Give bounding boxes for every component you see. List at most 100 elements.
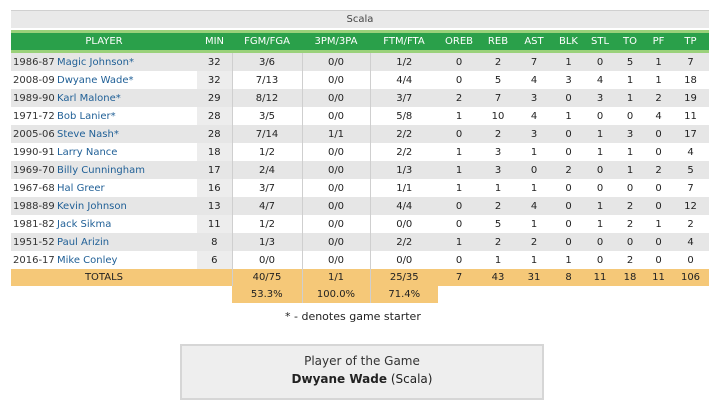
col-header-reb[interactable]: REB bbox=[480, 30, 516, 53]
col-header-min[interactable]: MIN bbox=[197, 30, 232, 53]
box-score-table: PLAYER MIN FGM/FGA 3PM/3PA FTM/FTA OREB … bbox=[11, 30, 709, 303]
player-ft: 1/3 bbox=[369, 161, 438, 179]
player-oreb: 0 bbox=[438, 71, 480, 89]
player-name[interactable]: Mike Conley bbox=[55, 251, 197, 269]
player-fg: 4/7 bbox=[231, 197, 302, 215]
col-header-ast[interactable]: AST bbox=[516, 30, 552, 53]
player-fg: 1/2 bbox=[231, 215, 302, 233]
totals-reb: 43 bbox=[480, 269, 516, 286]
totals-ast: 31 bbox=[516, 269, 552, 286]
player-tp: 4 bbox=[672, 233, 709, 251]
player-3p: 0/0 bbox=[301, 71, 370, 89]
player-min: 32 bbox=[197, 71, 232, 89]
player-ast: 7 bbox=[516, 51, 552, 71]
player-name[interactable]: Bob Lanier* bbox=[55, 107, 197, 125]
player-name[interactable]: Larry Nance bbox=[55, 143, 197, 161]
player-pf: 1 bbox=[645, 71, 672, 89]
player-min: 28 bbox=[197, 107, 232, 125]
player-name[interactable]: Steve Nash* bbox=[55, 125, 197, 143]
player-name[interactable]: Billy Cunningham bbox=[55, 161, 197, 179]
player-to: 0 bbox=[615, 233, 645, 251]
player-ast: 2 bbox=[516, 233, 552, 251]
player-oreb: 1 bbox=[438, 179, 480, 197]
player-name[interactable]: Dwyane Wade* bbox=[55, 71, 197, 89]
player-reb: 1 bbox=[480, 179, 516, 197]
col-header-3pm-3pa[interactable]: 3PM/3PA bbox=[302, 30, 370, 53]
col-header-player[interactable]: PLAYER bbox=[11, 30, 197, 53]
fg-percentage: 53.3% bbox=[232, 286, 302, 303]
player-oreb: 1 bbox=[438, 233, 480, 251]
player-tp: 11 bbox=[672, 107, 709, 125]
player-pf: 0 bbox=[645, 143, 672, 161]
player-min: 32 bbox=[197, 51, 232, 71]
player-of-game-name[interactable]: Dwyane Wade bbox=[291, 372, 387, 386]
player-of-game-winner: Dwyane Wade (Scala) bbox=[182, 372, 542, 386]
player-oreb: 1 bbox=[438, 161, 480, 179]
player-name[interactable]: Hal Greer bbox=[55, 179, 197, 197]
player-ft: 0/0 bbox=[369, 215, 438, 233]
table-row: 1981-82 Jack Sikma 11 1/2 0/0 0/0 0 5 1 0 1 2 1 2 bbox=[11, 215, 709, 233]
totals-row: TOTALS 40/75 1/1 25/35 7 43 31 8 11 18 1… bbox=[11, 269, 709, 286]
player-name[interactable]: Paul Arizin bbox=[55, 233, 197, 251]
col-header-to[interactable]: TO bbox=[615, 30, 645, 53]
player-stl: 1 bbox=[585, 125, 615, 143]
player-name[interactable]: Magic Johnson* bbox=[55, 51, 197, 71]
player-fg: 3/7 bbox=[231, 179, 302, 197]
player-name[interactable]: Karl Malone* bbox=[55, 89, 197, 107]
player-reb: 3 bbox=[480, 161, 516, 179]
player-to: 1 bbox=[615, 143, 645, 161]
player-min: 28 bbox=[197, 125, 232, 143]
totals-fg: 40/75 bbox=[231, 269, 302, 286]
player-min: 13 bbox=[197, 197, 232, 215]
player-ast: 3 bbox=[516, 125, 552, 143]
player-year: 1971-72 bbox=[11, 107, 55, 125]
player-pf: 0 bbox=[645, 197, 672, 215]
totals-label: TOTALS bbox=[11, 269, 197, 286]
player-min: 6 bbox=[197, 251, 232, 269]
player-reb: 2 bbox=[480, 233, 516, 251]
player-tp: 17 bbox=[672, 125, 709, 143]
col-header-ftm-fta[interactable]: FTM/FTA bbox=[370, 30, 438, 53]
table-row: 1989-90 Karl Malone* 29 8/12 0/0 3/7 2 7 3 0 3 1 2 19 bbox=[11, 89, 709, 107]
player-stl: 0 bbox=[585, 233, 615, 251]
player-to: 5 bbox=[615, 51, 645, 71]
col-header-blk[interactable]: BLK bbox=[552, 30, 585, 53]
player-fg: 1/2 bbox=[231, 143, 302, 161]
player-blk: 0 bbox=[552, 233, 585, 251]
player-reb: 10 bbox=[480, 107, 516, 125]
player-ast: 3 bbox=[516, 89, 552, 107]
table-row: 1986-87 Magic Johnson* 32 3/6 0/0 1/2 0 2 7 1 0 5 1 7 bbox=[11, 51, 709, 71]
player-year: 1990-91 bbox=[11, 143, 55, 161]
player-tp: 7 bbox=[672, 179, 709, 197]
table-row: 2005-06 Steve Nash* 28 7/14 1/1 2/2 0 2 3 0 1 3 0 17 bbox=[11, 125, 709, 143]
player-stl: 1 bbox=[585, 215, 615, 233]
player-blk: 1 bbox=[552, 107, 585, 125]
player-ft: 2/2 bbox=[369, 233, 438, 251]
player-name[interactable]: Jack Sikma bbox=[55, 215, 197, 233]
col-header-stl[interactable]: STL bbox=[585, 30, 615, 53]
player-3p: 0/0 bbox=[301, 51, 370, 71]
player-3p: 0/0 bbox=[301, 233, 370, 251]
col-header-tp[interactable]: TP bbox=[672, 30, 709, 53]
player-year: 1967-68 bbox=[11, 179, 55, 197]
player-reb: 2 bbox=[480, 125, 516, 143]
player-tp: 4 bbox=[672, 143, 709, 161]
player-min: 29 bbox=[197, 89, 232, 107]
col-header-fgm-fga[interactable]: FGM/FGA bbox=[232, 30, 302, 53]
player-pf: 0 bbox=[645, 251, 672, 269]
player-to: 0 bbox=[615, 107, 645, 125]
player-fg: 2/4 bbox=[231, 161, 302, 179]
player-name[interactable]: Kevin Johnson bbox=[55, 197, 197, 215]
player-stl: 0 bbox=[585, 51, 615, 71]
player-year: 1988-89 bbox=[11, 197, 55, 215]
col-header-pf[interactable]: PF bbox=[645, 30, 672, 53]
player-3p: 0/0 bbox=[301, 89, 370, 107]
player-fg: 3/6 bbox=[231, 51, 302, 71]
player-pf: 1 bbox=[645, 215, 672, 233]
col-header-oreb[interactable]: OREB bbox=[438, 30, 480, 53]
player-pf: 2 bbox=[645, 89, 672, 107]
player-ast: 4 bbox=[516, 197, 552, 215]
player-pf: 0 bbox=[645, 179, 672, 197]
player-blk: 2 bbox=[552, 161, 585, 179]
player-blk: 0 bbox=[552, 197, 585, 215]
